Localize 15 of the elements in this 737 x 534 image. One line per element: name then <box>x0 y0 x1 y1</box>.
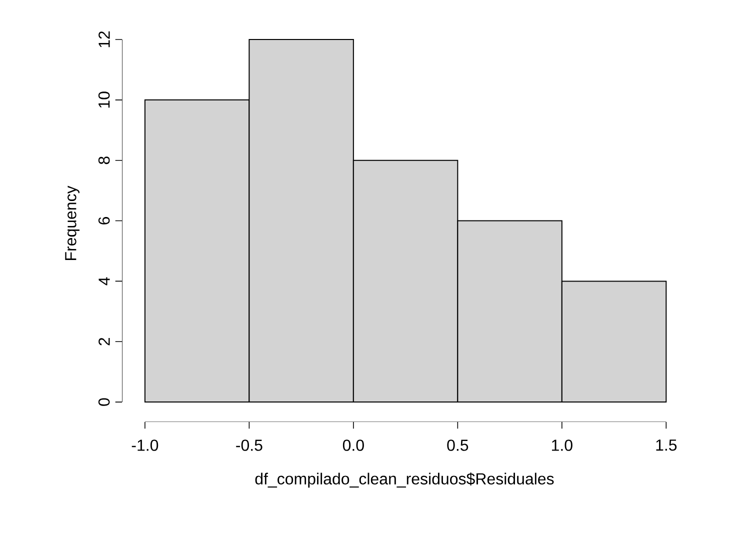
x-tick-label: -1.0 <box>132 440 158 451</box>
y-tick-label: 8 <box>98 156 110 164</box>
x-tick-label: 0.5 <box>447 440 468 451</box>
x-tick-label: 1.0 <box>552 440 572 451</box>
y-axis-title: Frequency <box>65 186 80 260</box>
y-tick-label: 10 <box>98 92 110 108</box>
x-tick-label: 1.5 <box>656 440 677 451</box>
y-tick-label: 4 <box>98 277 110 286</box>
x-tick-label: -0.5 <box>236 440 262 451</box>
y-tick-label: 2 <box>98 338 110 346</box>
y-tick-label: 0 <box>98 398 110 406</box>
y-tick-label: 6 <box>98 217 110 224</box>
x-axis-title: df_compilado_clean_residuos$Residuales <box>255 472 554 488</box>
y-tick-label: 12 <box>98 31 110 48</box>
x-tick-label: 0.0 <box>342 440 364 451</box>
